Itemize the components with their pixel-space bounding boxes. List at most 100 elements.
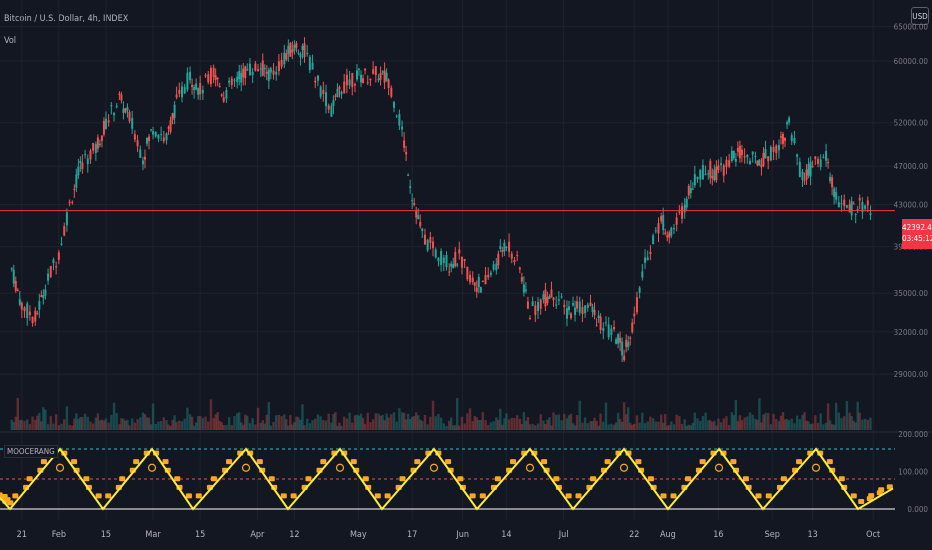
candle-body — [261, 60, 264, 76]
candle-body — [850, 201, 853, 216]
moocerang-icon — [7, 500, 14, 506]
candle-body — [617, 334, 620, 344]
volume-bar — [415, 412, 418, 430]
candle-body — [193, 87, 196, 91]
candle-body — [222, 97, 225, 102]
volume-bar — [421, 421, 424, 430]
candle-body — [395, 115, 398, 117]
candle-body — [672, 228, 675, 230]
candle-body — [228, 80, 231, 83]
candle-body — [599, 316, 602, 330]
candle-body — [734, 158, 737, 162]
volume-bar — [513, 418, 516, 430]
candle-body — [749, 160, 752, 165]
volume-bar — [297, 417, 300, 430]
volume-bar — [614, 422, 618, 430]
volume-bar — [23, 421, 26, 430]
candle-body — [678, 211, 681, 213]
volume-bar — [261, 420, 264, 430]
volume-bar — [122, 418, 125, 430]
volume-bar — [707, 420, 710, 430]
volume-bar — [139, 417, 142, 430]
candle-body — [660, 216, 663, 222]
candle-body — [845, 205, 848, 208]
volume-bar — [736, 421, 740, 430]
volume-bar — [275, 415, 278, 430]
candle-body — [544, 289, 547, 307]
candle-body — [809, 161, 812, 177]
candle-body — [259, 68, 262, 70]
volume-bar — [510, 417, 513, 430]
candle-body — [607, 324, 610, 338]
candle-body — [508, 241, 511, 252]
volume-bar — [107, 422, 110, 430]
volume-bar — [209, 399, 213, 430]
volume-bar — [554, 414, 558, 430]
price-tick-label: 47000.00 — [894, 162, 929, 171]
candle-body — [505, 246, 508, 248]
volume-bar — [316, 414, 320, 430]
volume-bar — [746, 416, 749, 430]
volume-bar — [178, 420, 181, 430]
volume-bar — [680, 423, 684, 430]
peak-marker-icon — [811, 463, 821, 472]
volume-bar — [196, 416, 200, 430]
volume-bar — [442, 423, 445, 430]
candle-body — [57, 252, 60, 260]
candle-body — [398, 114, 401, 126]
volume-bar — [649, 416, 652, 430]
volume-bar — [52, 423, 55, 430]
volume-bar — [124, 420, 127, 430]
moocerang-icon — [384, 493, 391, 499]
currency-button[interactable]: USD — [911, 7, 929, 25]
candle-body — [204, 75, 207, 77]
moocerang-icon — [575, 493, 582, 499]
candle-body — [668, 232, 671, 238]
candle-body — [487, 274, 490, 278]
candle-body — [854, 213, 857, 215]
volume-bar — [34, 419, 37, 430]
candle-body — [40, 295, 43, 298]
volume-bar — [524, 420, 528, 430]
candle-body — [762, 152, 765, 166]
candle-body — [364, 68, 367, 71]
candle-body — [518, 267, 521, 270]
volume-bar — [96, 413, 100, 430]
volume-bar — [404, 419, 408, 430]
volume-bar — [824, 422, 828, 430]
volume-bar — [546, 419, 549, 430]
candle-body — [141, 160, 144, 165]
candle-body — [240, 73, 243, 83]
candle-body — [60, 243, 63, 245]
candle-body — [18, 299, 21, 305]
volume-bar — [94, 417, 98, 430]
volume-bar — [445, 425, 448, 430]
moocerang-icon — [647, 476, 654, 482]
volume-bar — [406, 413, 410, 430]
moocerang-icon — [826, 459, 833, 465]
grid-lines — [0, 0, 895, 520]
volume-bar — [497, 419, 500, 430]
moocerang-icon — [780, 476, 787, 482]
candle-body — [769, 146, 772, 161]
candle-body — [784, 137, 787, 141]
volume-bar — [63, 419, 66, 430]
volume-bar — [36, 415, 39, 430]
moocerang-icon — [469, 493, 476, 499]
moocerang-icon — [12, 493, 19, 499]
volume-bar — [711, 421, 714, 430]
moocerang-icon — [414, 459, 421, 465]
candle-series — [10, 37, 872, 362]
peak-marker-icon — [429, 463, 439, 472]
volume-bar — [709, 420, 712, 430]
time-tick-label: 13 — [807, 530, 817, 540]
volume-bar — [26, 419, 29, 430]
volume-bar — [86, 416, 89, 430]
volume-bar — [40, 421, 43, 430]
volume-bar — [207, 421, 210, 430]
candle-body — [827, 162, 830, 164]
volume-bar — [112, 402, 116, 430]
volume-bar — [503, 418, 506, 430]
volume-bar — [291, 424, 294, 430]
